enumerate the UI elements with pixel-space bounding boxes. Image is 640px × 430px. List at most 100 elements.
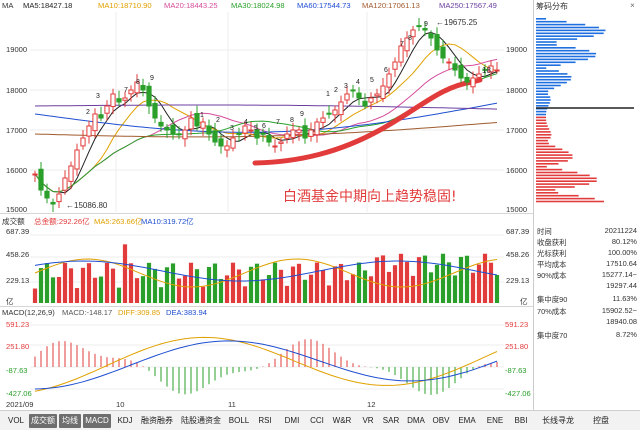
toolbar-item-vr[interactable]: VR	[362, 416, 374, 425]
volume-bar	[272, 262, 278, 303]
volume-bar	[188, 262, 194, 303]
candle-count-label: 9	[150, 75, 154, 82]
volume-bar	[122, 244, 128, 303]
candle-body	[368, 97, 374, 103]
toolbar-item-obv[interactable]: OBV	[432, 416, 450, 425]
macd-tick-right: 591.23	[505, 320, 529, 329]
volume-bar	[98, 276, 104, 303]
volume-bar	[326, 285, 332, 303]
candle-body	[494, 69, 500, 72]
toolbar-item-wr[interactable]: W&R	[332, 416, 352, 425]
chip-bar	[536, 81, 567, 84]
toolbar-item-ene[interactable]: ENE	[486, 416, 504, 425]
volume-bar	[212, 263, 218, 303]
toolbar-item-bbi[interactable]: BBI	[514, 416, 528, 425]
volume-chart[interactable]	[0, 225, 533, 305]
volume-bar	[74, 288, 80, 303]
chip-bar	[536, 145, 556, 148]
stat-row: 集中度90 11.63%	[537, 294, 637, 304]
stat-key: 90%成本	[537, 271, 567, 280]
candle-body	[260, 132, 266, 135]
candle-count-label: 2	[334, 87, 338, 94]
candle-count-label: 5	[254, 125, 258, 132]
stat-row: 收盘获利 80.12%	[537, 237, 637, 247]
candle-body	[206, 125, 212, 135]
candle-body	[44, 190, 50, 199]
chip-bar	[536, 116, 547, 119]
volume-bar	[50, 277, 56, 303]
price-tick-right: 15000	[506, 205, 528, 214]
chip-bar	[536, 105, 549, 107]
volume-bar	[410, 275, 416, 303]
close-icon[interactable]: ×	[630, 1, 635, 10]
price-tick-left: 15000	[6, 205, 28, 214]
toolbar-item-longline[interactable]: 长线寻龙	[542, 416, 574, 425]
volume-unit-right: 亿	[520, 297, 528, 306]
toolbar-item-turnover[interactable]: 成交额	[29, 414, 57, 428]
toolbar-item-control[interactable]: 控盘	[593, 416, 609, 425]
ma-indicator-bar: MA MA5:18427.18 MA10:18710.90 MA20:18443…	[0, 0, 533, 13]
candle-count-label: 3	[96, 93, 100, 100]
volume-bar	[320, 270, 326, 303]
stat-value: 100.00%	[607, 248, 637, 257]
stat-key: 收盘获利	[537, 238, 567, 247]
toolbar-item-vol[interactable]: VOL	[7, 416, 24, 425]
candle-body	[218, 138, 224, 147]
trend-annotation: 白酒基金中期向上趋势稳固!	[283, 189, 457, 205]
ma20-value: MA20:18443.25	[164, 1, 218, 10]
toolbar-item-northbound[interactable]: 陆股通资金	[181, 416, 221, 425]
stat-row: 18940.08	[537, 317, 637, 327]
candle-body	[128, 89, 134, 95]
volume-bar	[464, 255, 470, 303]
diff-value: DIFF:309.85	[118, 308, 161, 317]
toolbar-item-rsi[interactable]: RSI	[258, 416, 272, 425]
low-price-marker: 15086.80	[74, 201, 108, 210]
chip-bar	[536, 26, 599, 29]
chip-bar	[536, 32, 604, 35]
volume-bar	[380, 255, 386, 303]
candle-count-label: 9	[300, 111, 304, 118]
toolbar-item-dma[interactable]: DMA	[407, 416, 425, 425]
candle-body	[266, 135, 272, 143]
candle-count-label: 2	[86, 109, 90, 116]
volume-bar	[218, 278, 224, 303]
chip-bar	[536, 29, 606, 32]
chip-bar	[536, 87, 555, 90]
macd-chart[interactable]	[0, 317, 533, 401]
candle-body	[302, 125, 308, 139]
volume-ma5: MA5:263.66亿	[94, 217, 143, 226]
ma120-value: MA120:17061.13	[362, 1, 420, 10]
chip-bar	[536, 171, 578, 174]
candle-body	[92, 113, 98, 132]
toolbar-item-ma[interactable]: 均线	[59, 414, 81, 428]
toolbar-item-margin[interactable]: 融资融券	[141, 416, 173, 425]
volume-bar	[80, 267, 86, 303]
toolbar-item-macd[interactable]: MACD	[83, 414, 111, 428]
stat-value: 80.12%	[611, 237, 637, 246]
toolbar-item-boll[interactable]: BOLL	[228, 416, 250, 425]
volume-bar	[344, 280, 350, 303]
candle-count-label: 7	[276, 119, 280, 126]
candle-body	[104, 105, 110, 114]
volume-bar	[446, 262, 452, 303]
toolbar-item-ema[interactable]: EMA	[458, 416, 476, 425]
volume-bar	[338, 263, 344, 303]
toolbar-item-dmi[interactable]: DMI	[284, 416, 300, 425]
chip-bar	[536, 139, 548, 142]
toolbar-item-cci[interactable]: CCI	[310, 416, 324, 425]
toolbar-item-sar[interactable]: SAR	[382, 416, 400, 425]
volume-bar	[422, 255, 428, 303]
stat-value: 15277.14~	[601, 270, 637, 279]
volume-bar	[302, 279, 308, 303]
toolbar-item-kdj[interactable]: KDJ	[117, 416, 133, 425]
volume-bar	[470, 272, 476, 303]
candle-body	[212, 130, 218, 143]
date-tick: 12	[367, 400, 376, 409]
candle-body	[188, 117, 194, 130]
stat-row: 19297.44	[537, 281, 637, 291]
candle-body	[380, 85, 386, 99]
candle-body	[110, 93, 116, 108]
volume-bar	[260, 279, 266, 303]
chip-bar	[536, 136, 551, 139]
